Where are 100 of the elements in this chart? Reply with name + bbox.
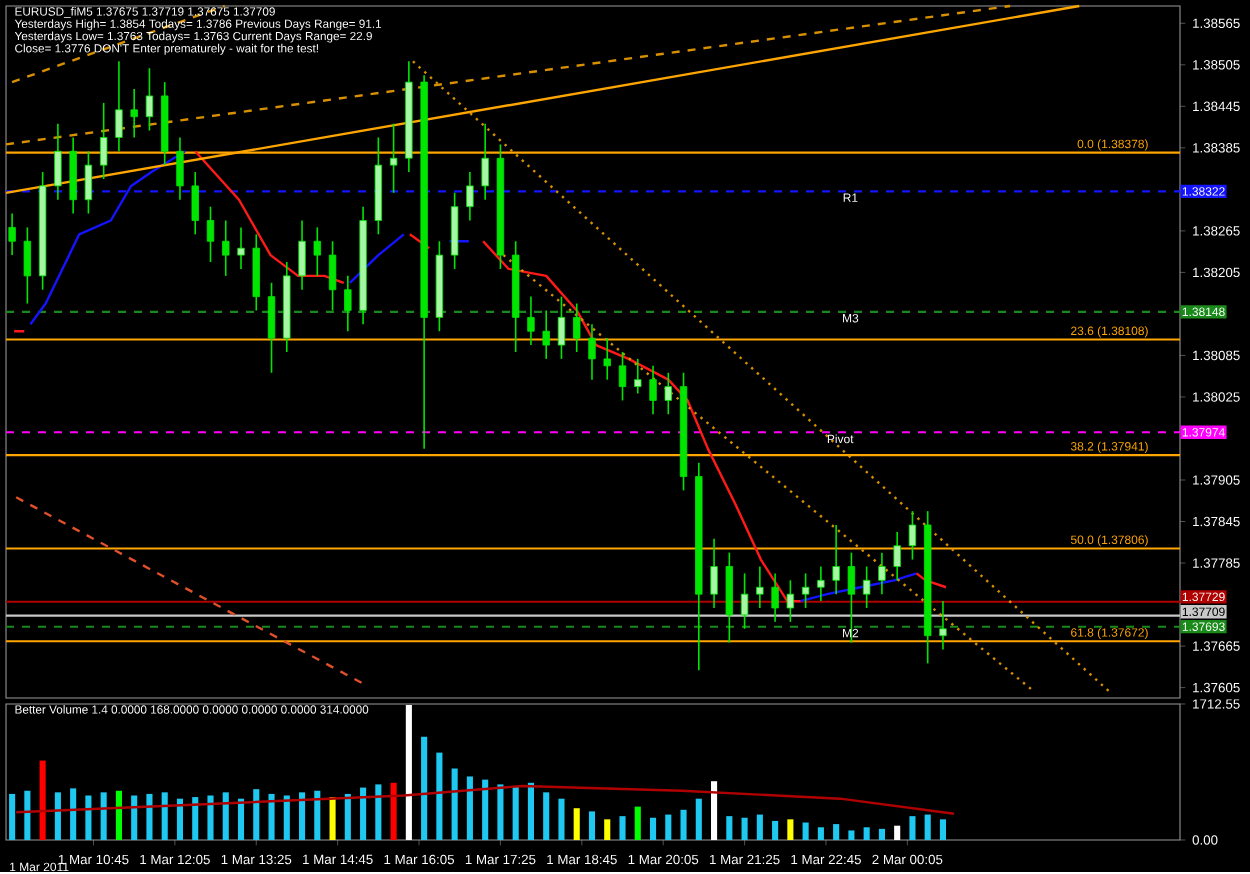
bar [85, 795, 92, 841]
candlestick [481, 123, 489, 202]
bar [680, 810, 687, 841]
candlestick [466, 171, 474, 222]
bar [39, 761, 46, 841]
bar [329, 797, 336, 841]
candlestick [542, 310, 550, 361]
candlestick [99, 102, 108, 181]
candlestick [878, 552, 886, 596]
candlestick [618, 351, 627, 402]
candlestick [893, 531, 901, 582]
candlestick [588, 323, 596, 381]
candlestick [115, 61, 123, 153]
bar [375, 784, 382, 841]
bar [390, 783, 397, 841]
candlestick [664, 372, 672, 416]
bar [924, 815, 931, 841]
candlestick [817, 566, 825, 603]
bar [405, 705, 412, 841]
bar [802, 822, 809, 841]
bar [466, 776, 473, 841]
candlestick [176, 137, 184, 202]
bar [665, 815, 672, 841]
bar [344, 794, 351, 841]
bar [131, 795, 138, 841]
bar [939, 819, 947, 841]
bar [604, 819, 611, 841]
bar [711, 781, 718, 841]
bar [772, 821, 779, 841]
candlestick [801, 573, 810, 610]
candlestick [634, 358, 642, 395]
bar [527, 783, 534, 841]
bar [222, 792, 229, 841]
bar [299, 792, 306, 841]
bar [543, 792, 550, 841]
bar [909, 816, 916, 841]
candlestick [130, 88, 138, 139]
candlestick [313, 227, 321, 278]
bar [115, 791, 122, 841]
candlestick [344, 275, 352, 333]
candlestick [603, 337, 611, 381]
candlestick [328, 240, 337, 312]
bar [360, 788, 367, 841]
candlestick [862, 566, 871, 610]
bar [512, 786, 519, 841]
bar [787, 819, 794, 841]
candlestick [847, 552, 856, 644]
candlestick [145, 67, 154, 132]
line-series [14, 785, 956, 816]
candlestick [771, 573, 779, 624]
bar [573, 808, 580, 841]
candlestick [54, 123, 62, 202]
candlestick [740, 573, 749, 631]
bar [878, 829, 885, 841]
bar [436, 753, 443, 841]
bar [863, 827, 870, 841]
bar [817, 827, 824, 841]
bar [497, 784, 504, 841]
candlestick [710, 538, 718, 610]
candlestick [939, 600, 947, 651]
bar [726, 816, 733, 841]
candlestick [573, 303, 581, 354]
candlestick [756, 566, 764, 610]
bar [619, 816, 626, 841]
bar [833, 824, 840, 841]
bar [741, 818, 748, 841]
bar [9, 794, 16, 841]
candlestick [908, 510, 917, 561]
candlestick [649, 365, 657, 416]
bar [100, 792, 107, 841]
bar [848, 830, 855, 841]
bar [146, 794, 153, 841]
bar [314, 791, 321, 841]
bar [176, 799, 184, 841]
bar [70, 788, 77, 841]
bar [268, 794, 275, 841]
bar [207, 795, 214, 841]
bar [588, 811, 596, 841]
candlestick [786, 580, 795, 624]
candlestick [191, 171, 199, 236]
candlestick [298, 220, 306, 291]
bar [237, 799, 245, 841]
candlestick [222, 220, 230, 278]
bar [695, 799, 702, 841]
candlestick [267, 282, 276, 375]
bar [24, 791, 31, 841]
bar [283, 795, 290, 841]
candlestick [389, 123, 398, 195]
bar [192, 797, 199, 841]
bar [482, 780, 489, 841]
candlestick [84, 150, 93, 215]
candlestick [206, 206, 215, 264]
bar [421, 737, 428, 841]
bar [649, 818, 657, 841]
bar [54, 792, 61, 841]
candlestick [23, 227, 32, 305]
bar [756, 815, 763, 841]
candlestick [527, 296, 535, 347]
bar [451, 768, 458, 841]
bar [161, 792, 168, 841]
